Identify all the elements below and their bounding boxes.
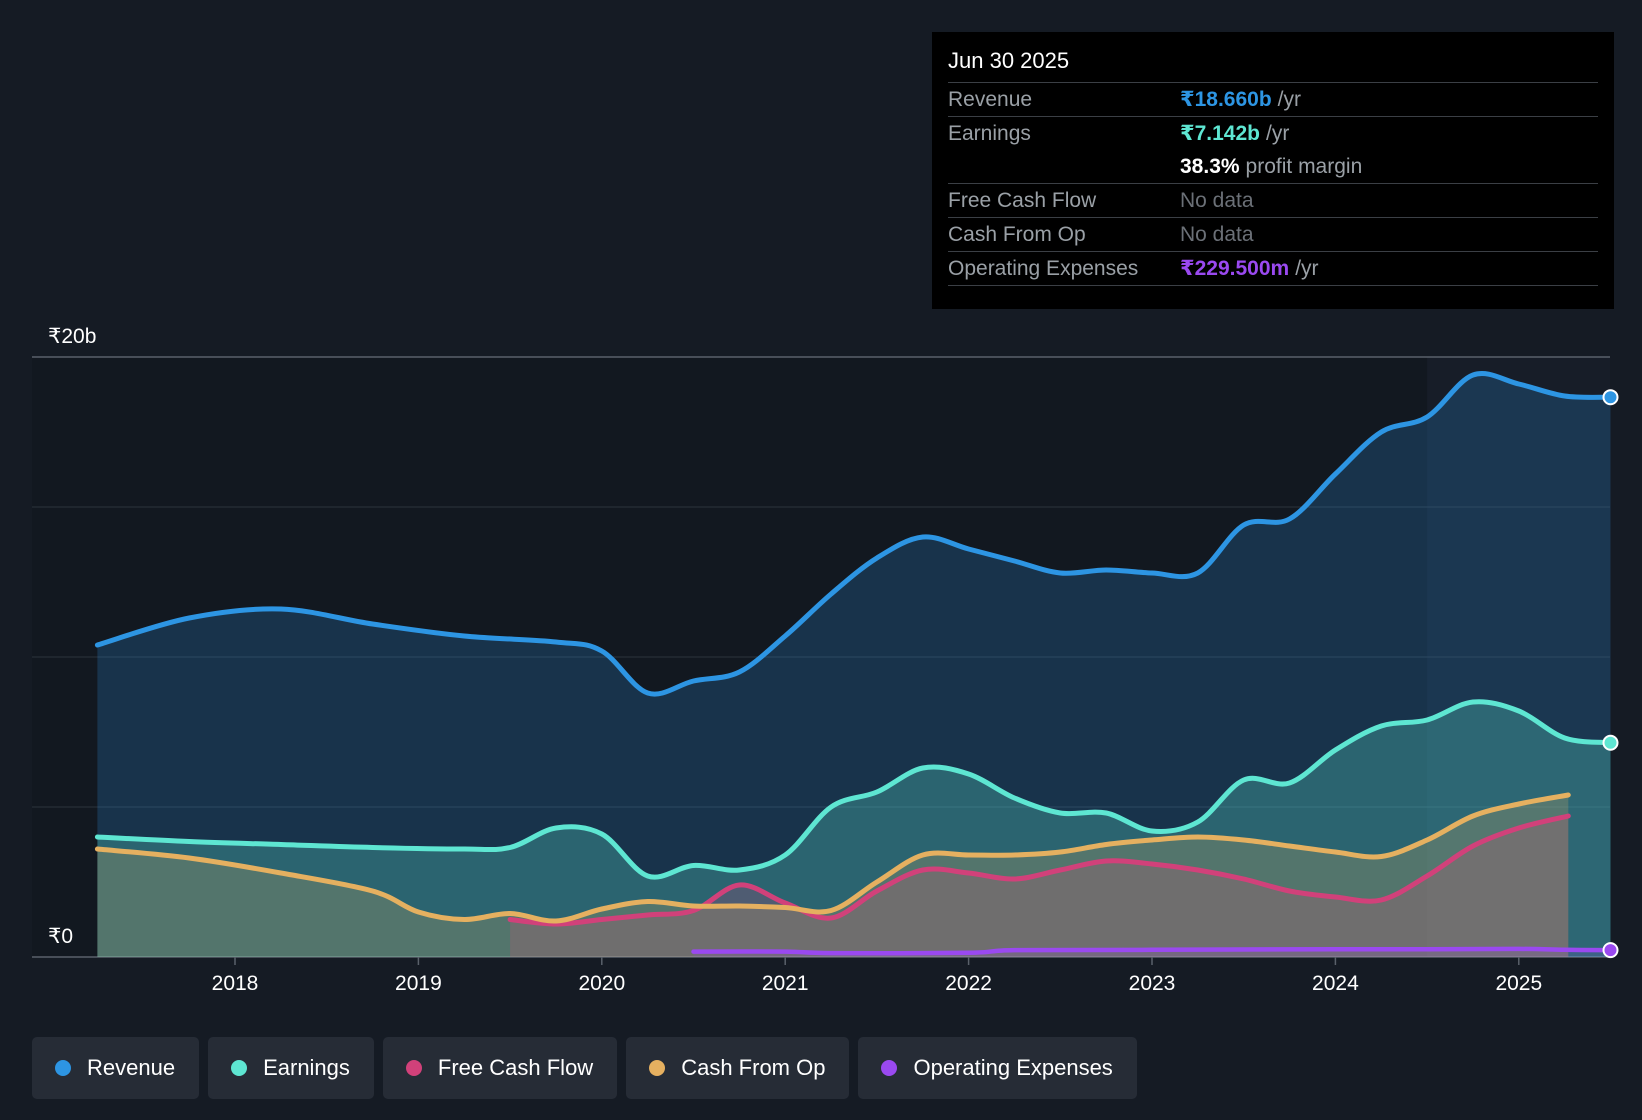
tooltip-free-cash-flow-value: No data — [1180, 188, 1254, 212]
tooltip-row-revenue: Revenue ₹18.660b /yr — [948, 82, 1598, 116]
data-tooltip: Jun 30 2025 Revenue ₹18.660b /yr Earning… — [932, 32, 1614, 309]
revenue-end-point — [1602, 389, 1619, 406]
earnings-line — [94, 699, 1613, 880]
chart-legend: Revenue Earnings Free Cash Flow Cash Fro… — [32, 1037, 1137, 1099]
tooltip-row-earnings: Earnings ₹7.142b /yr — [948, 116, 1598, 150]
tooltip-operating-expenses-value: ₹229.500m — [1180, 257, 1290, 280]
x-axis: 2018 2019 2020 2021 2022 2023 2024 2025 — [212, 957, 1542, 995]
tooltip-label: Cash From Op — [948, 222, 1086, 246]
tooltip-label: Free Cash Flow — [948, 188, 1097, 212]
legend-earnings-button[interactable]: Earnings — [208, 1037, 374, 1099]
revenue-line — [94, 371, 1613, 697]
tooltip-date: Jun 30 2025 — [948, 48, 1070, 73]
end-markers — [1602, 389, 1619, 959]
legend-free-cash-flow-button[interactable]: Free Cash Flow — [382, 1037, 618, 1099]
legend-label: Revenue — [87, 1055, 176, 1080]
legend-label: Free Cash Flow — [437, 1055, 594, 1080]
tooltip-earnings-value: ₹7.142b — [1180, 122, 1260, 145]
tooltip-profit-margin-value: 38.3% — [1180, 154, 1240, 178]
revenue-area — [97, 373, 1611, 957]
gridlines — [32, 356, 1610, 958]
tooltip-row-free-cash-flow: Free Cash Flow No data — [948, 183, 1598, 217]
legend-operating-expenses-button[interactable]: Operating Expenses — [858, 1037, 1137, 1099]
tooltip-label: Earnings — [948, 121, 1031, 145]
earnings-dot-icon — [231, 1060, 248, 1076]
tooltip-unit: profit margin — [1245, 154, 1363, 178]
x-tick-label: 2024 — [1312, 972, 1359, 995]
tooltip-unit: /yr — [1295, 256, 1319, 280]
legend-label: Operating Expenses — [913, 1055, 1113, 1080]
y-axis: ₹20b ₹0 — [48, 325, 96, 948]
cash-from-op-area — [97, 795, 1569, 957]
free-cash-flow-line — [507, 813, 1571, 927]
cash-from-op-dot-icon — [649, 1060, 666, 1076]
operating-expenses-dot-icon — [881, 1060, 898, 1076]
x-tick-label: 2025 — [1495, 972, 1542, 995]
revenue-dot-icon — [55, 1060, 71, 1076]
tooltip-unit: /yr — [1266, 121, 1290, 145]
series-lines — [94, 371, 1613, 956]
x-tick-label: 2022 — [945, 972, 992, 995]
legend-cash-from-op-button[interactable]: Cash From Op — [626, 1037, 850, 1099]
y-tick-label: ₹20b — [48, 325, 96, 348]
tooltip-label: Revenue — [948, 87, 1033, 111]
x-tick-label: 2020 — [578, 972, 625, 995]
x-tick-label: 2021 — [762, 972, 809, 995]
earnings-end-point — [1602, 734, 1619, 751]
y-tick-label: ₹0 — [48, 925, 73, 948]
x-tick-label: 2023 — [1129, 972, 1176, 995]
tooltip-unit: /yr — [1277, 87, 1301, 111]
cash-from-op-line — [94, 792, 1571, 924]
legend-revenue-button[interactable]: Revenue — [32, 1037, 200, 1099]
x-tick-label: 2019 — [395, 972, 442, 995]
x-tick-label: 2018 — [212, 972, 259, 995]
free-cash-flow-area — [510, 816, 1569, 957]
operating-expenses-line — [691, 946, 1613, 956]
tooltip-row-cash-from-op: Cash From Op No data — [948, 217, 1598, 251]
operating-expenses-end-point — [1602, 942, 1619, 959]
legend-label: Earnings — [263, 1055, 350, 1080]
series-areas — [97, 373, 1611, 957]
tooltip-label: Operating Expenses — [948, 256, 1139, 280]
tooltip-row-operating-expenses: Operating Expenses ₹229.500m /yr — [948, 251, 1598, 286]
legend-label: Cash From Op — [681, 1055, 826, 1080]
tooltip-row-profit-margin: 38.3% profit margin — [948, 150, 1598, 183]
tooltip-cash-from-op-value: No data — [1180, 222, 1254, 246]
earnings-area — [97, 701, 1611, 957]
free-cash-flow-dot-icon — [405, 1060, 422, 1076]
tooltip-revenue-value: ₹18.660b — [1180, 88, 1272, 111]
